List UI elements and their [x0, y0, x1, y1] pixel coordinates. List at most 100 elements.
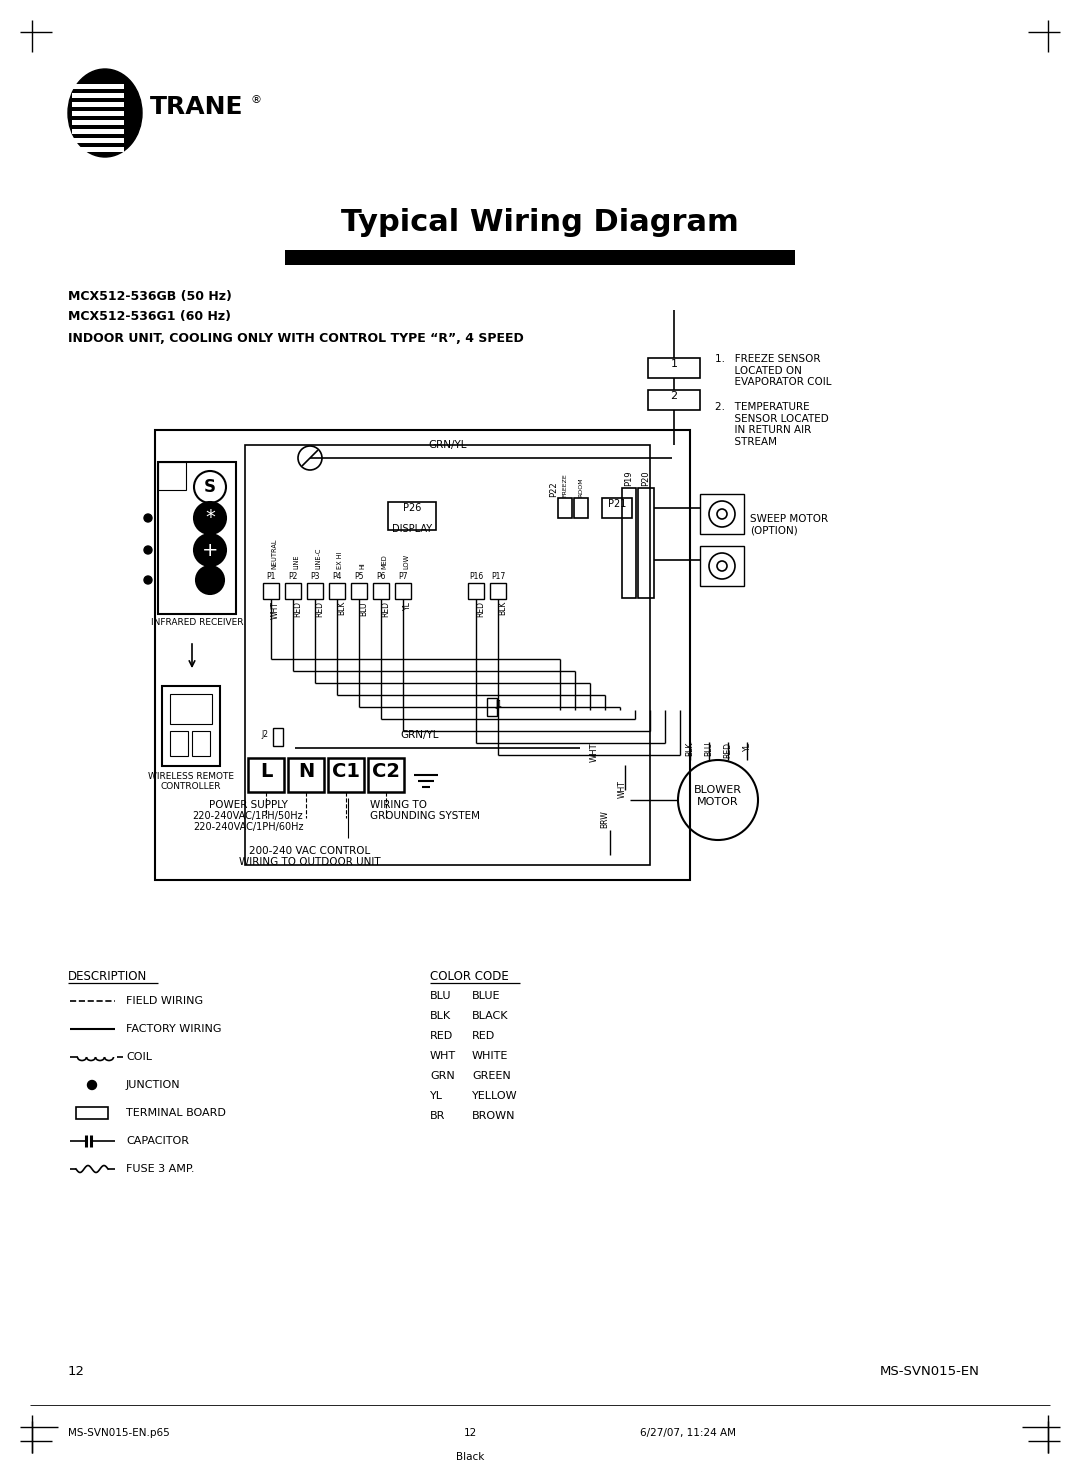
- Text: N: N: [298, 762, 314, 781]
- Text: BLK: BLK: [430, 1010, 451, 1021]
- Text: 12: 12: [68, 1365, 85, 1379]
- Circle shape: [144, 546, 152, 554]
- Text: GROUNDING SYSTEM: GROUNDING SYSTEM: [370, 812, 480, 820]
- Text: BLU: BLU: [430, 991, 451, 1002]
- Bar: [72, 110, 124, 116]
- Text: DISPLAY: DISPLAY: [392, 524, 432, 535]
- Text: TRANE: TRANE: [150, 94, 243, 119]
- Text: WHT: WHT: [618, 781, 626, 798]
- Bar: [162, 686, 220, 766]
- Text: Typical Wiring Diagram: Typical Wiring Diagram: [341, 208, 739, 237]
- Bar: [76, 1108, 108, 1119]
- Text: YL: YL: [743, 742, 752, 751]
- Text: BLK: BLK: [686, 742, 694, 756]
- Bar: [648, 358, 700, 379]
- Text: RED: RED: [315, 601, 324, 617]
- Text: FACTORY WIRING: FACTORY WIRING: [126, 1024, 221, 1034]
- Bar: [373, 583, 389, 600]
- Text: GRN/YL: GRN/YL: [401, 731, 440, 739]
- Text: HI: HI: [359, 563, 365, 569]
- Text: MCX512-536GB (50 Hz): MCX512-536GB (50 Hz): [68, 290, 232, 303]
- Text: P17: P17: [491, 572, 505, 580]
- Bar: [158, 463, 186, 491]
- Text: WIRING TO OUTDOOR UNIT: WIRING TO OUTDOOR UNIT: [239, 857, 381, 868]
- Text: BLK: BLK: [498, 601, 507, 616]
- Circle shape: [87, 1081, 96, 1090]
- Text: LOW: LOW: [403, 554, 409, 569]
- Bar: [245, 445, 650, 865]
- Circle shape: [195, 566, 224, 594]
- Text: YELLOW: YELLOW: [472, 1091, 517, 1100]
- Text: J1: J1: [495, 700, 502, 709]
- Text: *: *: [205, 508, 215, 527]
- Text: BLU: BLU: [359, 601, 368, 616]
- Bar: [468, 583, 484, 600]
- Bar: [72, 119, 124, 125]
- Text: 220-240VAC/1PH/50Hz: 220-240VAC/1PH/50Hz: [192, 812, 303, 820]
- Text: L: L: [260, 762, 272, 781]
- Bar: [368, 759, 404, 792]
- Text: YL: YL: [430, 1091, 443, 1100]
- Bar: [388, 502, 436, 530]
- Bar: [329, 583, 345, 600]
- Bar: [622, 488, 636, 598]
- Text: 2.   TEMPERATURE
      SENSOR LOCATED
      IN RETURN AIR
      STREAM: 2. TEMPERATURE SENSOR LOCATED IN RETURN …: [715, 402, 828, 446]
- Text: ROOM: ROOM: [579, 477, 583, 496]
- Text: GREEN: GREEN: [472, 1071, 511, 1081]
- Text: RED: RED: [472, 1031, 496, 1041]
- Ellipse shape: [68, 69, 141, 158]
- Bar: [487, 698, 497, 716]
- Bar: [264, 583, 279, 600]
- Bar: [490, 583, 507, 600]
- Text: BLACK: BLACK: [472, 1010, 509, 1021]
- Text: 12: 12: [463, 1427, 476, 1438]
- Text: BRW: BRW: [600, 810, 609, 828]
- Text: INDOOR UNIT, COOLING ONLY WITH CONTROL TYPE “R”, 4 SPEED: INDOOR UNIT, COOLING ONLY WITH CONTROL T…: [68, 331, 524, 345]
- Bar: [395, 583, 411, 600]
- Bar: [158, 463, 237, 614]
- Text: 2: 2: [671, 390, 677, 401]
- Text: P3: P3: [310, 572, 320, 580]
- Text: RED: RED: [381, 601, 390, 617]
- Text: P4: P4: [333, 572, 341, 580]
- Text: FREEZE: FREEZE: [563, 473, 567, 496]
- Text: JUNCTION: JUNCTION: [126, 1080, 180, 1090]
- Text: P19: P19: [624, 470, 634, 486]
- Bar: [700, 546, 744, 586]
- Bar: [170, 694, 212, 725]
- Text: COIL: COIL: [126, 1052, 152, 1062]
- Text: Black: Black: [456, 1452, 484, 1463]
- Text: BLUE: BLUE: [472, 991, 500, 1002]
- Bar: [72, 138, 124, 143]
- Text: GRN: GRN: [430, 1071, 455, 1081]
- Text: CAPACITOR: CAPACITOR: [126, 1136, 189, 1146]
- Text: C2: C2: [372, 762, 400, 781]
- Text: NEUTRAL: NEUTRAL: [271, 539, 276, 569]
- Bar: [72, 102, 124, 108]
- Text: 1: 1: [671, 359, 677, 370]
- Bar: [192, 731, 210, 756]
- Text: P7: P7: [399, 572, 408, 580]
- Text: J2: J2: [261, 731, 268, 739]
- Text: RED: RED: [293, 601, 302, 617]
- Bar: [602, 498, 632, 518]
- Text: P20: P20: [642, 470, 650, 486]
- Circle shape: [144, 514, 152, 521]
- Bar: [285, 583, 301, 600]
- Text: FUSE 3 AMP.: FUSE 3 AMP.: [126, 1164, 194, 1174]
- Circle shape: [194, 535, 226, 566]
- Text: P26: P26: [403, 502, 421, 513]
- Text: P22: P22: [549, 482, 558, 496]
- Bar: [72, 84, 124, 88]
- Text: MED: MED: [381, 554, 387, 569]
- Text: BLOWER
MOTOR: BLOWER MOTOR: [694, 785, 742, 807]
- Text: MCX512-536G1 (60 Hz): MCX512-536G1 (60 Hz): [68, 309, 231, 323]
- Text: YL: YL: [403, 601, 411, 610]
- Text: SWEEP MOTOR
(OPTION): SWEEP MOTOR (OPTION): [750, 514, 828, 536]
- Text: WIRING TO: WIRING TO: [370, 800, 427, 810]
- Text: MS-SVN015-EN.p65: MS-SVN015-EN.p65: [68, 1427, 170, 1438]
- Bar: [648, 390, 700, 409]
- Text: LINE: LINE: [293, 554, 299, 569]
- Text: RED: RED: [724, 742, 732, 759]
- Text: FIELD WIRING: FIELD WIRING: [126, 996, 203, 1006]
